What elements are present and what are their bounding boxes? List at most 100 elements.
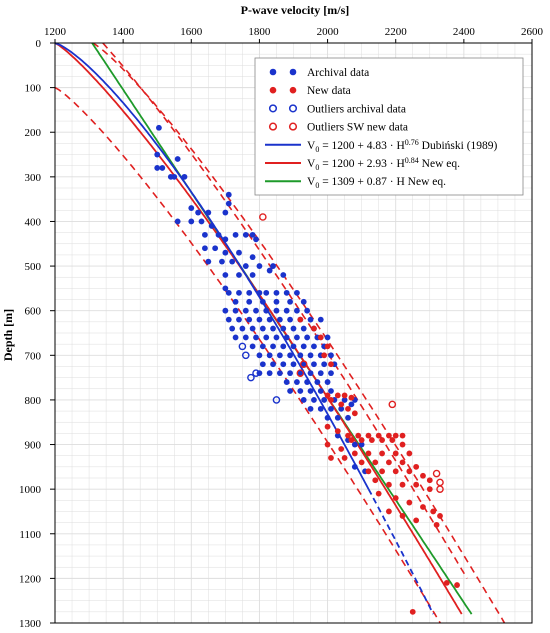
data-point: [222, 249, 229, 256]
data-point: [270, 343, 276, 350]
outlier-point: [241, 351, 250, 360]
legend-entry: Outliers SW new data: [268, 122, 408, 134]
data-point: [188, 218, 195, 225]
data-point: [159, 165, 166, 171]
data-point: [232, 334, 239, 341]
data-point: [399, 459, 406, 466]
data-point: [348, 394, 355, 401]
data-point: [198, 218, 205, 225]
data-point: [406, 499, 413, 506]
upper-bound-dashed: [102, 42, 468, 579]
data-point: [328, 361, 334, 368]
legend-marker: [268, 122, 278, 131]
data-point: [420, 472, 426, 479]
data-point: [328, 352, 334, 359]
data-point: [259, 325, 266, 332]
data-point: [392, 432, 399, 439]
data-point: [324, 392, 331, 399]
data-point: [392, 468, 399, 475]
data-point: [392, 450, 399, 457]
data-point: [270, 263, 276, 269]
data-point: [174, 218, 181, 225]
data-point: [300, 343, 307, 350]
data-point: [413, 517, 420, 524]
data-point: [368, 437, 375, 443]
legend-label-part: New eq.: [419, 158, 460, 170]
data-point: [287, 352, 293, 359]
data-point: [324, 343, 331, 350]
data-point: [154, 165, 161, 171]
data-point: [324, 441, 331, 448]
data-point: [256, 289, 263, 296]
legend-label-part: 0.84: [405, 156, 419, 165]
data-point: [324, 423, 331, 430]
data-point: [386, 459, 392, 466]
data-point: [454, 582, 460, 588]
data-point: [222, 272, 229, 278]
outlier-point: [247, 373, 255, 382]
y-tick-labels: 0 100 200 300 400 500 600 700 800 900 1000 1100 1200…: [19, 38, 55, 630]
y-tick-label: 200: [25, 127, 42, 139]
data-point: [225, 289, 232, 296]
data-point: [341, 455, 348, 461]
data-point: [259, 361, 266, 368]
legend-label-part: 0: [315, 181, 319, 190]
data-point: [205, 258, 212, 265]
data-point: [249, 231, 256, 238]
data-point: [202, 245, 208, 252]
data-point: [236, 316, 242, 323]
x-axis-title: P-wave velocity [m/s]: [241, 3, 350, 17]
data-point: [321, 352, 328, 359]
data-point: [338, 401, 345, 408]
data-point: [334, 392, 341, 399]
data-point: [413, 463, 420, 470]
data-point: [256, 263, 263, 269]
data-point: [334, 428, 341, 435]
legend-label-part: 0: [315, 163, 319, 172]
data-point: [202, 231, 208, 238]
y-tick-label: 800: [25, 395, 42, 407]
data-point: [372, 477, 379, 484]
legend-entry: Outliers archival data: [268, 103, 406, 115]
y-tick-label: 1100: [19, 529, 41, 541]
data-point: [389, 437, 396, 443]
data-point: [283, 289, 290, 296]
data-point: [379, 450, 385, 457]
y-tick-label: 400: [25, 216, 42, 228]
data-point: [263, 289, 270, 296]
outlier-point: [388, 400, 397, 409]
y-tick-label: 0: [36, 38, 42, 50]
data-point: [328, 388, 334, 394]
data-point: [365, 468, 372, 475]
legend-entry: Archival data: [269, 67, 369, 79]
data-point: [249, 325, 256, 332]
data-point: [386, 432, 392, 439]
data-point: [311, 343, 317, 350]
data-point: [266, 352, 273, 359]
x-tick-label: 2400: [453, 26, 476, 38]
data-point: [266, 267, 273, 274]
data-point: [225, 200, 232, 207]
data-point: [253, 307, 259, 314]
x-tick-label: 1800: [248, 26, 271, 38]
data-point: [420, 504, 426, 510]
data-point: [379, 468, 385, 475]
data-point: [355, 432, 362, 439]
legend-label-part: V: [307, 176, 316, 188]
data-point: [433, 521, 440, 528]
legend-label-part: V: [307, 140, 316, 152]
data-point: [304, 334, 311, 341]
data-point: [307, 405, 314, 412]
data-point: [273, 307, 280, 314]
data-point: [174, 156, 181, 162]
outlier-point: [259, 213, 267, 221]
data-point: [236, 249, 242, 256]
data-point: [426, 486, 433, 493]
legend-label: V0 = 1200 + 4.83 · H0.76 Dubiński (1989): [307, 138, 498, 154]
data-point: [430, 508, 437, 515]
data-point: [392, 495, 399, 501]
legend-marker: [289, 86, 297, 94]
data-point: [345, 414, 351, 421]
data-point: [283, 379, 290, 385]
